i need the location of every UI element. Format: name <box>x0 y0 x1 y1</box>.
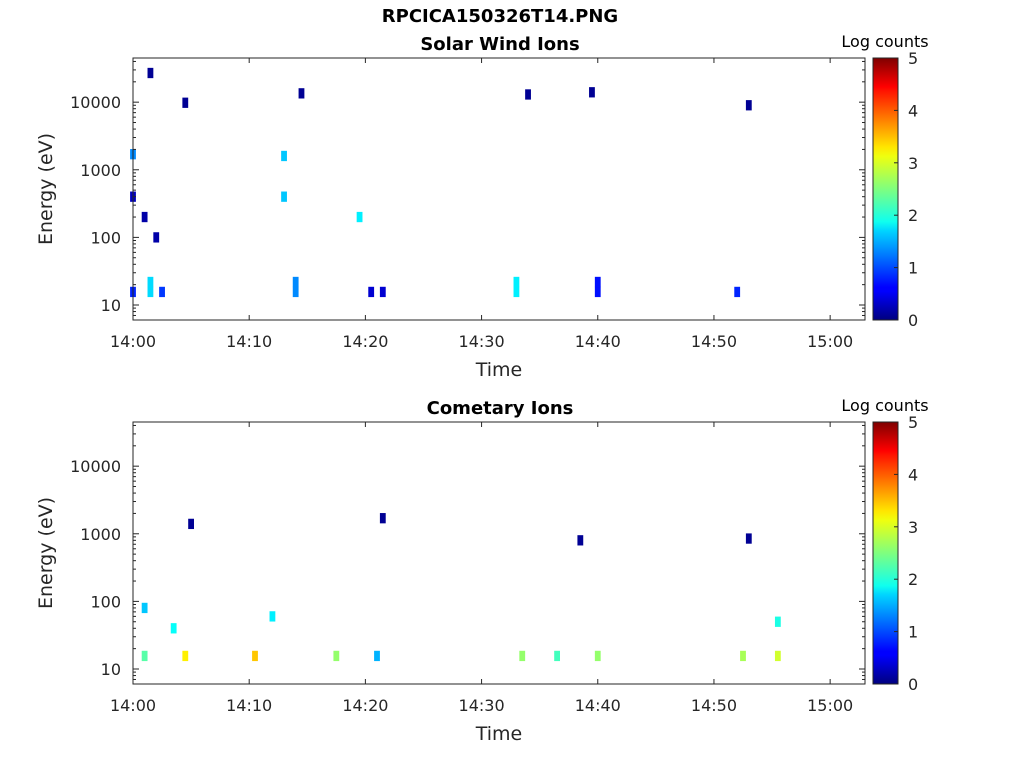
heatmap-cell <box>170 623 177 634</box>
y-tick-label: 1000 <box>80 161 121 180</box>
heatmap-cell <box>594 650 601 662</box>
colorbar-tick-label: 4 <box>908 465 918 484</box>
heatmap-cell <box>141 650 148 662</box>
heatmap-cell <box>594 276 601 288</box>
heatmap-cell <box>368 286 375 298</box>
colorbar-tick-label: 3 <box>908 154 918 173</box>
heatmap-cell <box>374 650 380 662</box>
x-tick-label: 14:20 <box>342 696 388 715</box>
x-tick-label: 14:50 <box>691 696 737 715</box>
x-axis-label: Time <box>475 723 523 745</box>
heatmap-cell <box>153 232 160 243</box>
x-axis-label: Time <box>475 359 523 381</box>
colorbar-tick-label: 2 <box>908 206 918 225</box>
y-axis-label: Energy (eV) <box>35 133 57 245</box>
x-tick-label: 15:00 <box>807 696 853 715</box>
heatmap-cell <box>577 535 584 546</box>
plot-frame <box>132 57 866 321</box>
panel-title: Solar Wind Ions <box>420 34 579 55</box>
heatmap-cell <box>333 650 340 662</box>
heatmap-cell <box>298 88 305 99</box>
heatmap-cell <box>269 611 276 622</box>
heatmap-cell <box>182 97 189 108</box>
heatmap-cell <box>141 602 148 614</box>
colorbar-tick-label: 1 <box>908 259 918 278</box>
heatmap-cell <box>182 650 189 662</box>
panel-title: Cometary Ions <box>427 398 574 419</box>
heatmap-cell <box>525 89 531 100</box>
y-tick-label: 10 <box>101 660 121 679</box>
heatmap-cell <box>188 518 194 530</box>
y-tick-label: 10000 <box>70 93 121 112</box>
x-tick-label: 15:00 <box>807 332 853 351</box>
heatmap-cell <box>147 67 154 79</box>
heatmap-cell <box>745 100 752 111</box>
y-tick-label: 100 <box>90 592 121 611</box>
heatmap-cell <box>281 150 287 162</box>
x-tick-label: 14:50 <box>691 332 737 351</box>
colorbar-tick-label: 0 <box>908 311 918 330</box>
x-tick-label: 14:20 <box>342 332 388 351</box>
plot-frame <box>132 421 866 685</box>
colorbar-tick-label: 2 <box>908 570 918 589</box>
colorbar <box>872 57 899 321</box>
x-tick-label: 14:30 <box>459 332 505 351</box>
y-tick-label: 10 <box>101 296 121 315</box>
heatmap-cell <box>379 286 386 298</box>
panel-2: 14:00 14:10 14:20 14:30 14:40 14:50 15:0010100… <box>35 396 929 745</box>
heatmap-cell <box>554 650 560 662</box>
heatmap-cell <box>745 533 752 544</box>
heatmap-cell <box>159 286 165 298</box>
y-tick-label: 1000 <box>80 525 121 544</box>
colorbar <box>872 421 899 685</box>
x-tick-label: 14:30 <box>459 696 505 715</box>
heatmap-cell <box>281 191 287 202</box>
heatmap-cell <box>519 650 526 662</box>
heatmap-cell <box>594 286 601 298</box>
heatmap-cell <box>379 513 386 524</box>
figure-title: RPCICA150326T14.PNG <box>381 6 619 27</box>
heatmap-cell <box>740 650 746 662</box>
heatmap-cell <box>774 650 781 662</box>
x-tick-label: 14:40 <box>575 332 621 351</box>
x-tick-label: 14:40 <box>575 696 621 715</box>
y-tick-label: 10000 <box>70 457 121 476</box>
colorbar-tick-label: 3 <box>908 518 918 537</box>
heatmap-cell <box>589 87 595 98</box>
panel-1: 14:00 14:10 14:20 14:30 14:40 14:50 15:0010100… <box>35 32 929 381</box>
colorbar-label: Log counts <box>841 396 928 415</box>
heatmap-cell <box>141 211 148 223</box>
heatmap-cell <box>774 616 781 627</box>
y-axis-label: Energy (eV) <box>35 497 57 609</box>
heatmap-cell <box>356 211 363 223</box>
colorbar-tick-label: 5 <box>908 49 918 68</box>
colorbar-tick-label: 5 <box>908 413 918 432</box>
x-tick-label: 14:10 <box>226 696 272 715</box>
colorbar-tick-label: 1 <box>908 623 918 642</box>
heatmap-cell <box>513 286 520 298</box>
heatmap-cell <box>147 276 154 288</box>
heatmap-cell <box>513 276 520 288</box>
heatmap-cell <box>147 286 154 298</box>
heatmap-cell <box>734 286 741 298</box>
heatmap-cell <box>292 276 299 288</box>
y-tick-label: 100 <box>90 228 121 247</box>
colorbar-tick-label: 4 <box>908 101 918 120</box>
colorbar-tick-label: 0 <box>908 675 918 694</box>
heatmap-cell <box>252 650 258 662</box>
x-tick-label: 14:10 <box>226 332 272 351</box>
colorbar-label: Log counts <box>841 32 928 51</box>
heatmap-cell <box>292 286 299 298</box>
x-tick-label: 14:00 <box>110 696 156 715</box>
x-tick-label: 14:00 <box>110 332 156 351</box>
